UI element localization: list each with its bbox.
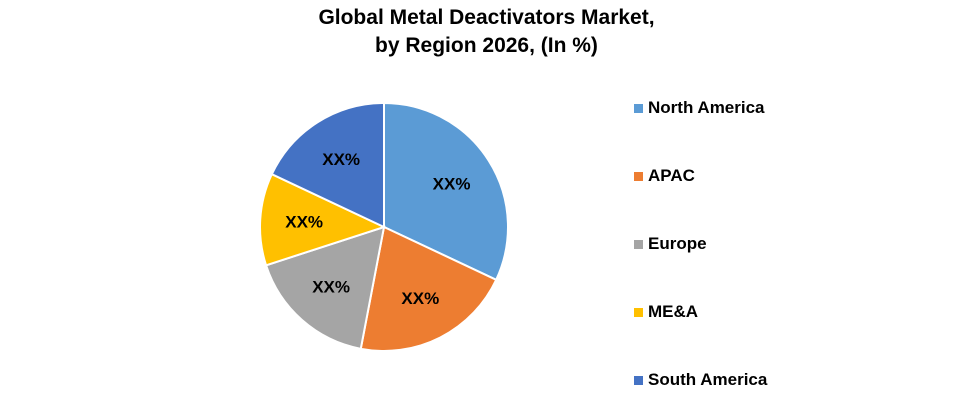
legend-label-north-america: North America	[648, 98, 765, 117]
legend-item-south-america: South America	[634, 368, 767, 392]
pie-labels: XX% XX% XX% XX% XX%	[285, 150, 470, 308]
legend-item-apac: APAC	[634, 164, 695, 188]
data-label-north-america: XX%	[433, 175, 471, 194]
pie-slice-europe	[264, 225, 386, 350]
data-label-apac: XX%	[401, 289, 439, 308]
pie-slices	[259, 101, 509, 352]
legend-item-me-a: ME&A	[634, 300, 698, 324]
legend-label-europe: Europe	[648, 234, 707, 253]
legend-swatch-me-a	[634, 307, 643, 317]
legend-swatch-south-america	[634, 375, 643, 385]
pie-slice-apac	[359, 225, 498, 352]
legend-swatch-apac	[634, 171, 643, 181]
chart-title: Global Metal Deactivators Market, by Reg…	[0, 4, 973, 60]
pie-slice-south-america	[270, 101, 385, 229]
legend-item-europe: Europe	[634, 232, 707, 256]
legend-swatch-north-america	[634, 103, 643, 113]
pie-slice-me-a	[259, 172, 387, 267]
data-label-europe: XX%	[312, 278, 350, 297]
legend-swatch-europe	[634, 239, 643, 249]
data-label-south-america: XX%	[322, 150, 360, 169]
legend-label-apac: APAC	[648, 166, 695, 185]
data-label-me-a: XX%	[285, 212, 323, 231]
pie-slice-north-america	[383, 101, 509, 282]
chart-title-line-1: Global Metal Deactivators Market,	[318, 6, 655, 29]
chart-title-line-2: by Region 2026, (In %)	[375, 34, 598, 57]
legend-label-south-america: South America	[648, 370, 768, 389]
legend-item-north-america: North America	[634, 96, 765, 120]
legend-label-me-a: ME&A	[648, 302, 699, 321]
